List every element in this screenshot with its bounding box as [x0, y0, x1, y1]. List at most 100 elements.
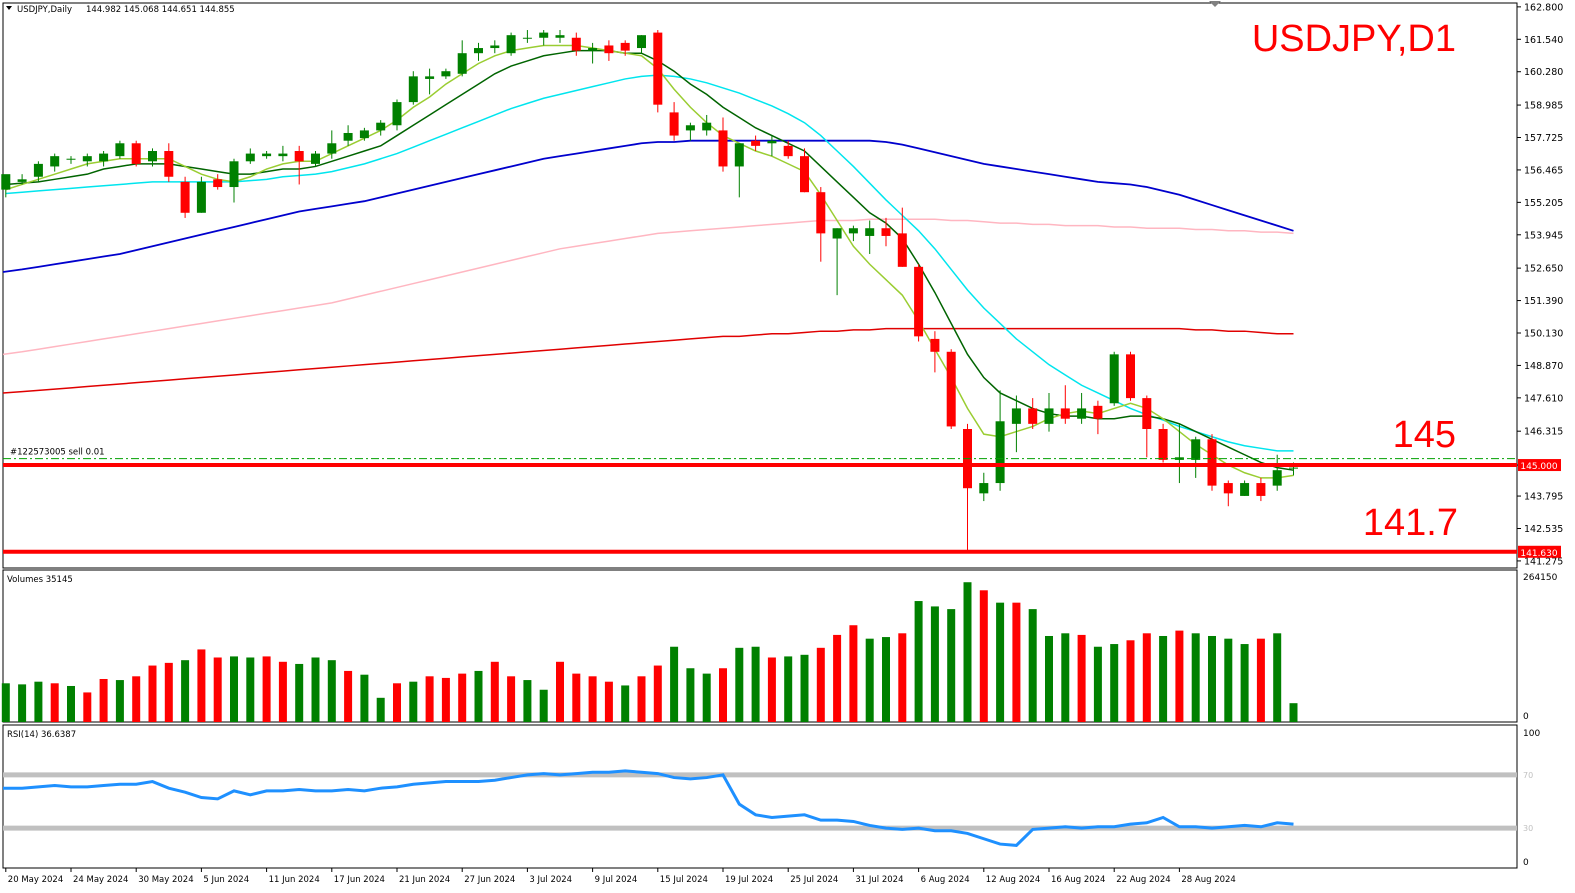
volume-bar[interactable]	[1175, 630, 1184, 722]
volume-bar[interactable]	[295, 663, 304, 722]
volume-bar[interactable]	[441, 677, 450, 722]
candle-bear[interactable]	[1028, 408, 1038, 424]
candle-bull[interactable]	[522, 37, 532, 39]
candle-bull[interactable]	[767, 140, 777, 144]
candle-bull[interactable]	[376, 122, 386, 131]
candle-bear[interactable]	[751, 140, 761, 146]
candle-bull[interactable]	[1109, 354, 1119, 404]
volume-bar[interactable]	[833, 634, 842, 722]
candle-bear[interactable]	[914, 266, 924, 337]
candle-bull[interactable]	[278, 153, 288, 157]
candle-bear[interactable]	[131, 143, 141, 164]
candle-bull[interactable]	[1240, 483, 1250, 496]
candle-bull[interactable]	[441, 71, 451, 77]
volume-bar[interactable]	[213, 657, 222, 722]
volume-bar[interactable]	[1159, 635, 1168, 722]
volume-bar[interactable]	[197, 649, 206, 722]
volume-bar[interactable]	[1061, 633, 1070, 722]
volume-bar[interactable]	[1240, 644, 1249, 722]
volume-bar[interactable]	[1191, 633, 1200, 722]
volume-bar[interactable]	[947, 609, 956, 722]
volume-bar[interactable]	[719, 668, 727, 722]
candle-bull[interactable]	[1011, 408, 1021, 424]
candle-bull[interactable]	[311, 153, 320, 164]
candle-bull[interactable]	[359, 130, 369, 139]
candle-bull[interactable]	[245, 153, 255, 162]
candle-bull[interactable]	[425, 76, 435, 79]
volume-bar[interactable]	[621, 685, 630, 722]
volume-bar[interactable]	[653, 665, 662, 722]
candle-bull[interactable]	[848, 228, 858, 234]
volume-bar[interactable]	[963, 582, 972, 722]
candle-bull[interactable]	[457, 53, 467, 74]
volume-bar[interactable]	[996, 602, 1005, 722]
candle-bull[interactable]	[343, 132, 353, 141]
volume-bar[interactable]	[898, 633, 907, 722]
dropdown-arrow-icon[interactable]	[6, 6, 12, 10]
volume-bar[interactable]	[588, 676, 597, 722]
volume-bar[interactable]	[83, 692, 92, 722]
volume-bar[interactable]	[767, 657, 776, 722]
candle-bull[interactable]	[832, 228, 842, 239]
volume-bar[interactable]	[1045, 635, 1053, 722]
candle-bull[interactable]	[50, 156, 60, 167]
candle-bull[interactable]	[1191, 439, 1201, 460]
candle-bear[interactable]	[1126, 354, 1135, 399]
volume-bar[interactable]	[50, 683, 59, 722]
volume-bar[interactable]	[246, 657, 255, 722]
volume-bar[interactable]	[914, 601, 923, 722]
volume-bar[interactable]	[327, 660, 336, 722]
candle-bull[interactable]	[865, 228, 875, 236]
candle-bear[interactable]	[164, 151, 174, 177]
volume-bar[interactable]	[784, 656, 793, 722]
volume-bar[interactable]	[18, 684, 27, 722]
candle-bear[interactable]	[800, 156, 809, 193]
volume-bar[interactable]	[393, 683, 401, 722]
candle-bull[interactable]	[995, 421, 1005, 484]
volume-bar[interactable]	[1028, 609, 1037, 722]
candle-bear[interactable]	[180, 181, 190, 213]
volume-bar[interactable]	[637, 676, 646, 722]
volume-bar[interactable]	[181, 660, 190, 722]
candle-bull[interactable]	[148, 151, 157, 162]
candle-bull[interactable]	[99, 153, 109, 162]
volume-bar[interactable]	[735, 647, 744, 722]
candle-bull[interactable]	[685, 125, 695, 131]
volume-bar[interactable]	[360, 674, 369, 722]
candle-bear[interactable]	[1060, 408, 1070, 419]
candle-bear[interactable]	[816, 192, 826, 234]
candle-bull[interactable]	[17, 179, 27, 182]
candle-bear[interactable]	[1158, 429, 1168, 460]
candle-bear[interactable]	[897, 233, 907, 267]
candle-bull[interactable]	[1, 174, 11, 190]
volume-bar[interactable]	[262, 656, 271, 722]
volume-bar[interactable]	[311, 657, 320, 722]
volume-bar[interactable]	[425, 676, 434, 722]
candle-bull[interactable]	[1272, 470, 1282, 486]
volume-bar[interactable]	[702, 673, 711, 722]
candle-bull[interactable]	[1289, 467, 1298, 469]
volume-bar[interactable]	[1093, 646, 1102, 722]
candle-bull[interactable]	[196, 181, 206, 213]
volume-bar[interactable]	[849, 625, 858, 722]
volume-bar[interactable]	[930, 606, 939, 722]
volume-bar[interactable]	[979, 590, 988, 722]
candle-bull[interactable]	[115, 143, 125, 157]
volume-bar[interactable]	[474, 670, 483, 722]
volume-bar[interactable]	[523, 680, 532, 722]
volume-bar[interactable]	[376, 697, 385, 722]
candle-bear[interactable]	[930, 338, 940, 352]
volume-bar[interactable]	[1126, 640, 1135, 722]
volume-bar[interactable]	[344, 670, 353, 722]
volume-bar[interactable]	[1224, 638, 1233, 722]
candle-bull[interactable]	[82, 156, 92, 162]
candle-bull[interactable]	[327, 143, 337, 154]
volume-bar[interactable]	[1077, 634, 1086, 722]
candle-bull[interactable]	[1174, 457, 1184, 460]
candle-bull[interactable]	[262, 153, 272, 157]
volume-bar[interactable]	[1289, 703, 1298, 722]
candle-bull[interactable]	[33, 163, 43, 177]
volume-bar[interactable]	[1012, 602, 1021, 722]
volume-bar[interactable]	[132, 676, 141, 722]
volume-bar[interactable]	[409, 681, 418, 722]
